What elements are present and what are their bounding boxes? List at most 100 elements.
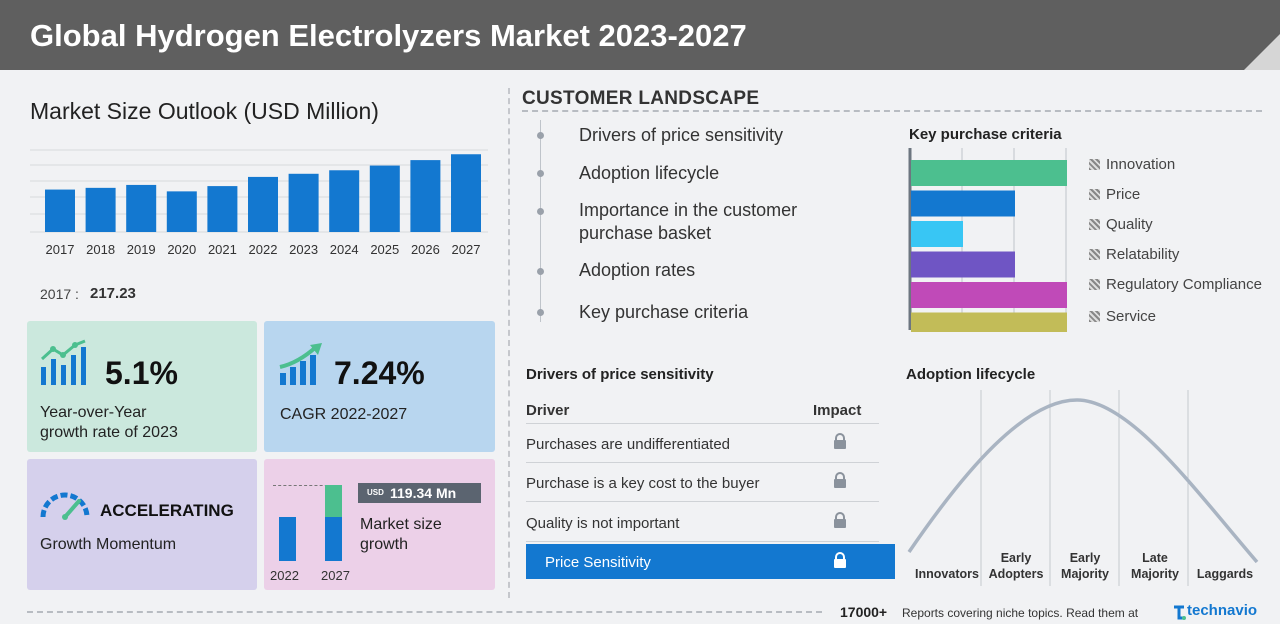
lock-icon bbox=[834, 512, 846, 528]
kpc-title: Key purchase criteria bbox=[909, 126, 1062, 143]
yoy-label-line2: growth rate of 2023 bbox=[40, 424, 178, 441]
base-year-label: 2017 : bbox=[40, 286, 79, 302]
price-sensitivity-label: Price Sensitivity bbox=[545, 554, 651, 571]
page-title: Global Hydrogen Electrolyzers Market 202… bbox=[30, 18, 747, 53]
kpc-legend-label: Price bbox=[1106, 186, 1141, 203]
price-sensitivity-highlight: Price Sensitivity bbox=[526, 544, 895, 579]
cagr-card: 7.24% CAGR 2022-2027 bbox=[264, 321, 495, 452]
landscape-dot bbox=[537, 170, 544, 177]
bar-2027 bbox=[451, 154, 481, 232]
bar-2025 bbox=[369, 165, 400, 232]
growth-badge: USD 119.34 Mn bbox=[358, 483, 481, 503]
kpc-legend-label: Innovation bbox=[1106, 156, 1176, 173]
kpc-bar bbox=[911, 190, 1015, 217]
driver-row: Purchases are undifferentiated bbox=[526, 425, 879, 463]
x-tick-label: 2023 bbox=[289, 242, 318, 257]
adoption-lifecycle-chart: Innovators Early Adopters Early Majority Late… bbox=[907, 390, 1259, 586]
landscape-item: Adoption rates bbox=[579, 260, 696, 280]
x-tick-label: 2026 bbox=[411, 242, 440, 257]
bar-2026 bbox=[410, 160, 441, 232]
momentum-card: ACCELERATING Growth Momentum bbox=[27, 459, 257, 590]
x-tick-label: 2027 bbox=[452, 242, 481, 257]
growth-label-line2: growth bbox=[360, 536, 409, 553]
growth-year-end: 2027 bbox=[321, 568, 350, 583]
legend-swatch-icon bbox=[1089, 249, 1100, 260]
landscape-item: Drivers of price sensitivity bbox=[579, 125, 784, 145]
x-tick-label: 2017 bbox=[46, 242, 75, 257]
drivers-col-impact: Impact bbox=[813, 402, 862, 419]
lock-icon bbox=[834, 552, 846, 568]
legend-swatch-icon bbox=[1089, 311, 1100, 322]
bar-2018 bbox=[85, 187, 116, 232]
landscape-dot bbox=[537, 132, 544, 139]
landscape-item: Importance in the customer purchase bask… bbox=[579, 200, 798, 243]
customer-landscape-rule bbox=[522, 110, 1262, 112]
landscape-dot bbox=[537, 309, 544, 316]
x-tick-label: 2022 bbox=[249, 242, 278, 257]
landscape-timeline bbox=[540, 120, 541, 322]
lifecycle-stage-label: Late Majority bbox=[1131, 551, 1179, 581]
footer-text: Reports covering niche topics. Read them… bbox=[902, 606, 1139, 620]
kpc-bar bbox=[911, 312, 1067, 332]
x-tick-label: 2021 bbox=[208, 242, 237, 257]
kpc-bar bbox=[911, 160, 1067, 186]
growth-dash-line bbox=[273, 485, 333, 486]
x-tick-label: 2018 bbox=[86, 242, 115, 257]
lock-icon bbox=[834, 433, 846, 449]
cagr-value: 7.24% bbox=[334, 355, 425, 391]
base-year-value: 217.23 bbox=[90, 285, 136, 302]
momentum-value: ACCELERATING bbox=[100, 501, 234, 520]
driver-row: Purchase is a key cost to the buyer bbox=[526, 464, 879, 502]
legend-swatch-icon bbox=[1089, 159, 1100, 170]
growth-label-line1: Market size bbox=[360, 516, 442, 533]
drivers-col-driver: Driver bbox=[526, 402, 570, 419]
x-tick-label: 2019 bbox=[127, 242, 156, 257]
growth-bar-2027-increment bbox=[325, 485, 342, 517]
growth-badge-prefix: USD bbox=[367, 488, 384, 497]
growth-badge-value: 119.34 Mn bbox=[390, 485, 457, 501]
kpc-bar bbox=[911, 221, 963, 247]
adoption-curve bbox=[907, 398, 1259, 564]
drivers-header-rule bbox=[526, 423, 879, 424]
x-tick-label: 2025 bbox=[370, 242, 399, 257]
lifecycle-stage-label: Innovators bbox=[915, 567, 979, 581]
landscape-item: Key purchase criteria bbox=[579, 302, 749, 322]
lifecycle-stage-label: Laggards bbox=[1197, 567, 1253, 581]
market-size-title: Market Size Outlook (USD Million) bbox=[30, 98, 379, 124]
adoption-title: Adoption lifecycle bbox=[906, 366, 1036, 383]
growth-card: 2022 2027 USD 119.34 Mn Market size grow… bbox=[264, 459, 495, 590]
kpc-legend-label: Regulatory Compliance bbox=[1106, 276, 1262, 293]
legend-swatch-icon bbox=[1089, 189, 1100, 200]
driver-row-label: Purchase is a key cost to the buyer bbox=[526, 475, 760, 492]
landscape-dot bbox=[537, 208, 544, 215]
bar-2024 bbox=[329, 170, 360, 232]
bar-2022 bbox=[248, 176, 278, 232]
header-bar: Global Hydrogen Electrolyzers Market 202… bbox=[0, 0, 1280, 70]
yoy-label-line1: Year-over-Year bbox=[40, 404, 147, 421]
market-size-bar-chart: 2017 2018 2019 2020 2021 2022 2023 2024 2025 2026… bbox=[30, 149, 488, 257]
technavio-logo-icon bbox=[1174, 605, 1186, 620]
technavio-brand[interactable]: technavio bbox=[1187, 602, 1258, 619]
lifecycle-stage-label: Early Majority bbox=[1061, 551, 1109, 581]
bar-2021 bbox=[207, 186, 238, 232]
driver-row-label: Purchases are undifferentiated bbox=[526, 436, 731, 453]
yoy-card: 5.1% Year-over-Year growth rate of 2023 bbox=[27, 321, 257, 452]
growth-year-start: 2022 bbox=[270, 568, 299, 583]
kpc-bar bbox=[911, 282, 1067, 308]
customer-landscape-title: CUSTOMER LANDSCAPE bbox=[522, 88, 760, 109]
legend-swatch-icon bbox=[1089, 219, 1100, 230]
growth-chart-icon bbox=[40, 339, 86, 385]
legend-swatch-icon bbox=[1089, 279, 1100, 290]
landscape-dot bbox=[537, 268, 544, 275]
growth-bar-2022 bbox=[279, 517, 296, 561]
kpc-legend-label: Service bbox=[1106, 308, 1157, 325]
cagr-label: CAGR 2022-2027 bbox=[280, 406, 408, 423]
bar-2017 bbox=[45, 189, 75, 232]
section-divider bbox=[508, 88, 510, 598]
growth-bar-2027-base bbox=[325, 517, 342, 561]
footer-rule bbox=[27, 611, 822, 613]
footer-count: 17000+ bbox=[840, 604, 888, 620]
lifecycle-stage-label: Early Adopters bbox=[989, 551, 1044, 581]
kpc-bar-chart bbox=[908, 148, 1067, 332]
drivers-title: Drivers of price sensitivity bbox=[526, 366, 714, 383]
